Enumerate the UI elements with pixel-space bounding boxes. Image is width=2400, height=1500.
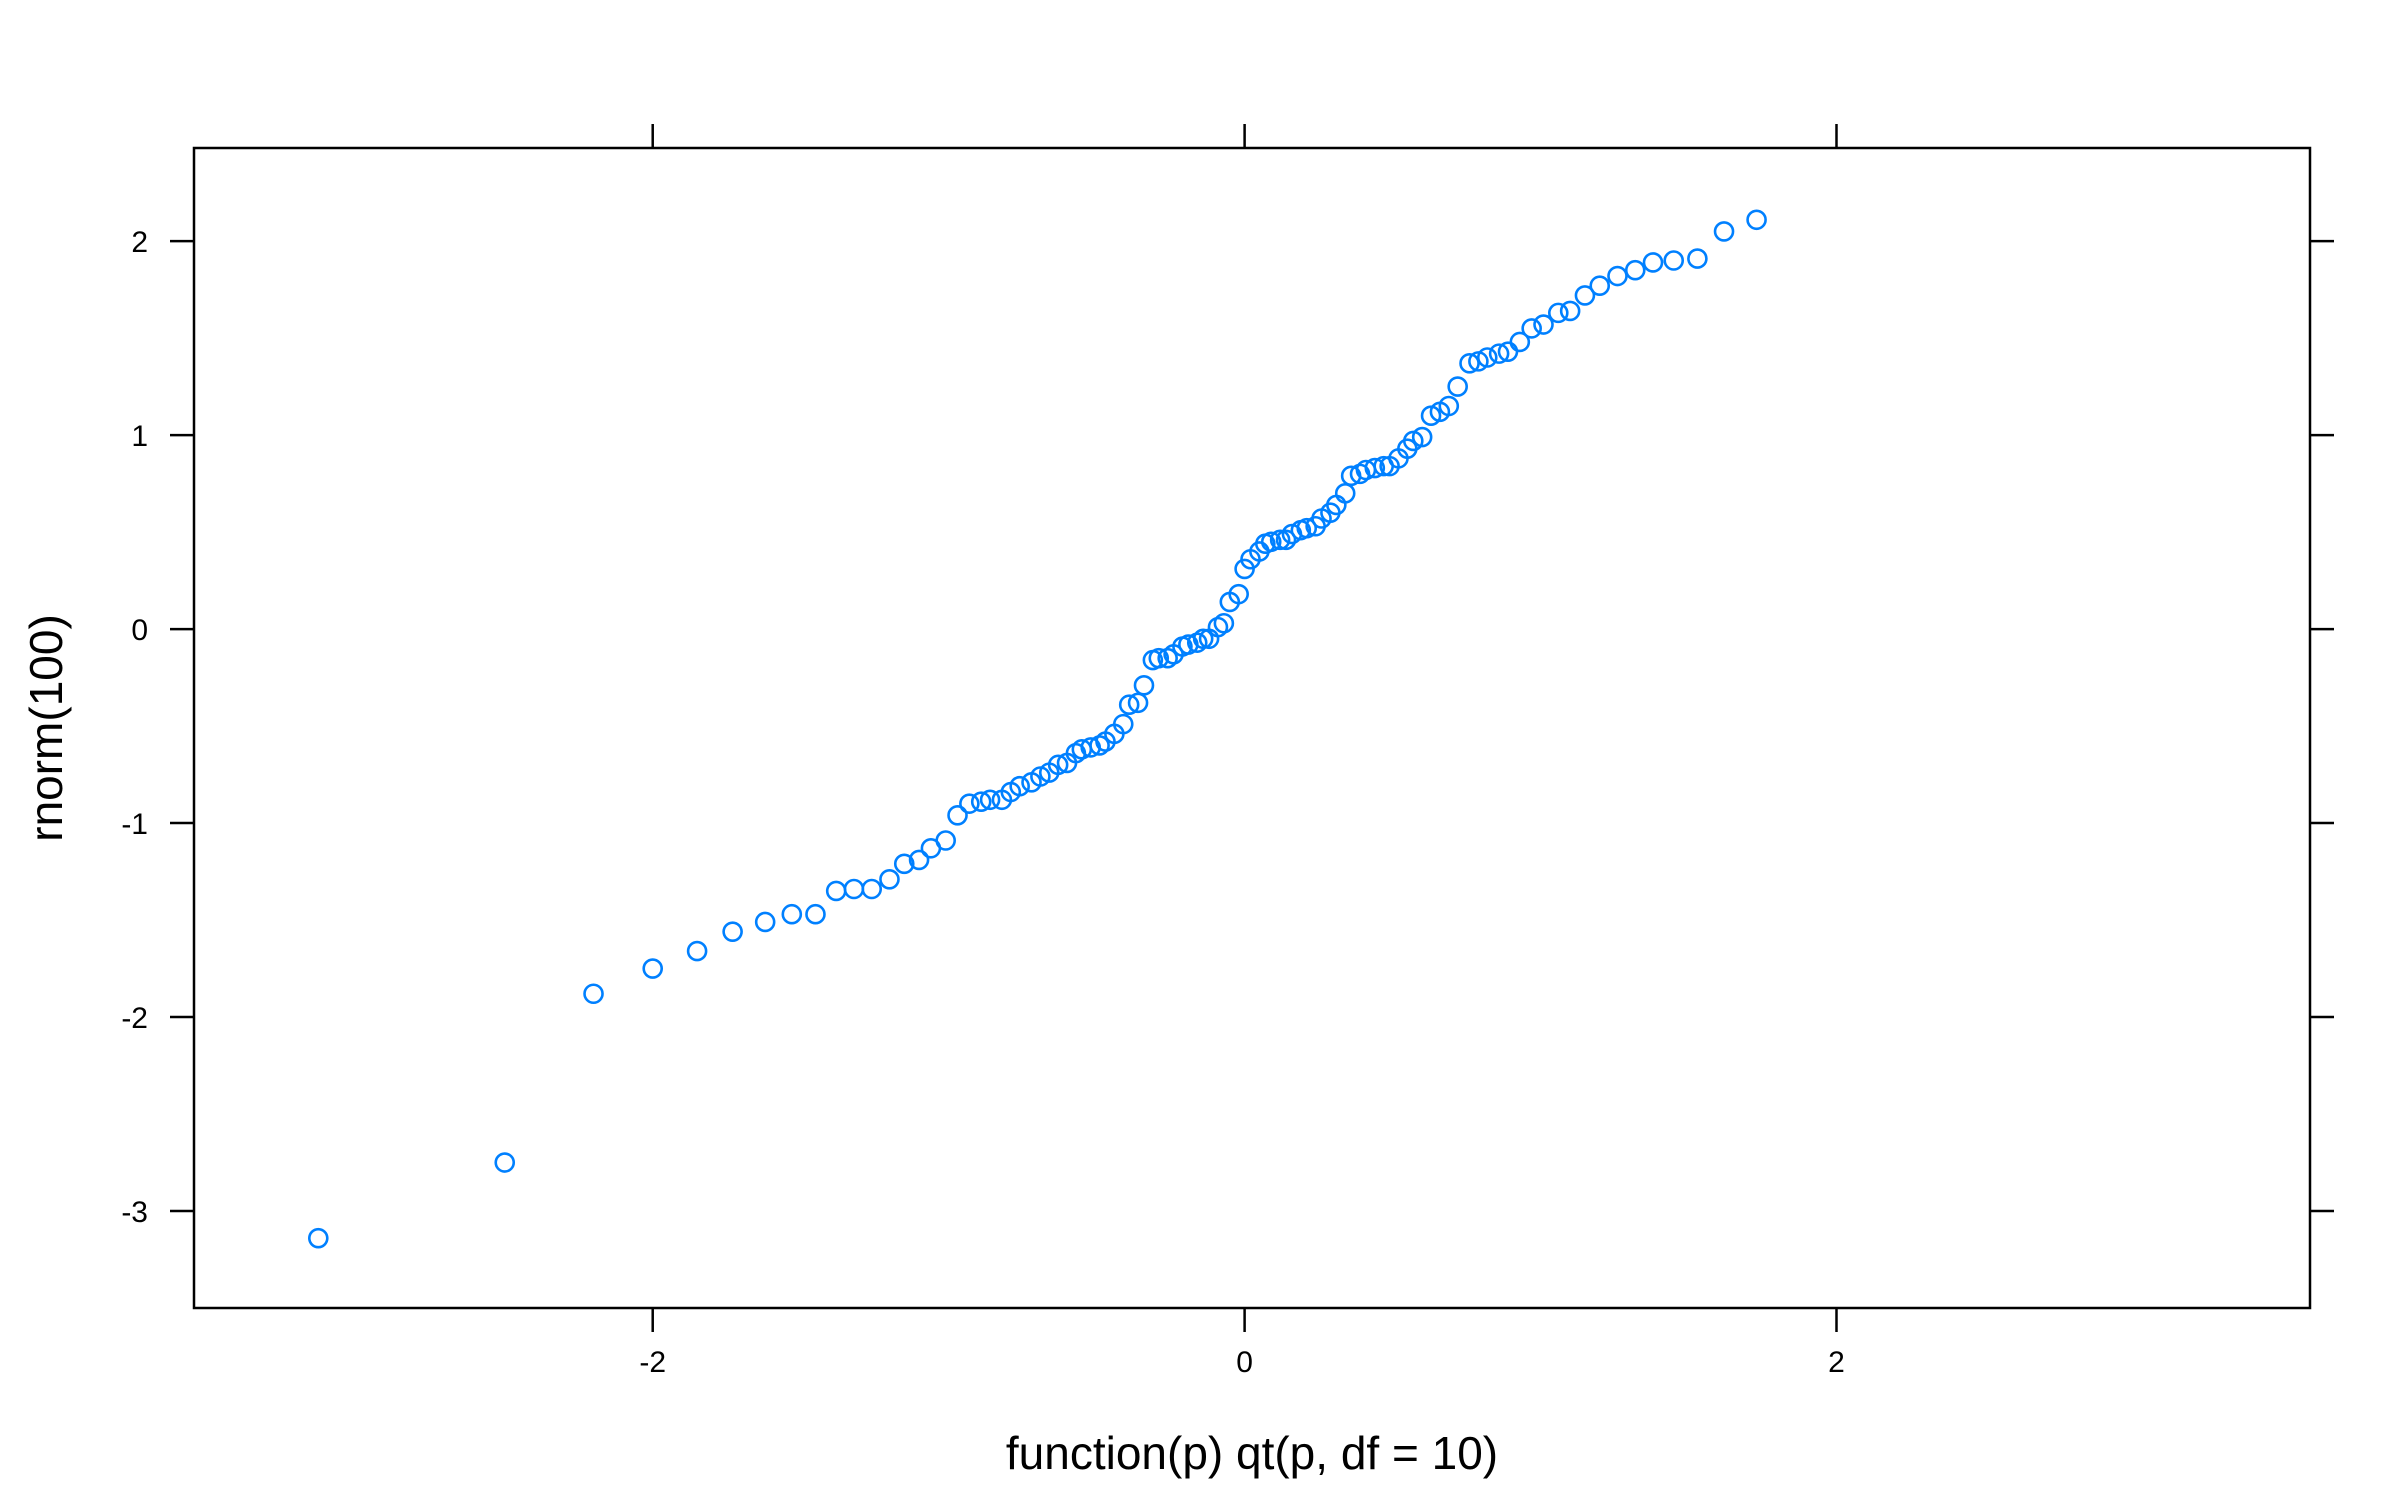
y-tick-label: 0 — [131, 614, 148, 647]
data-point — [1642, 252, 1664, 273]
data-point — [1260, 531, 1282, 553]
data-point — [686, 940, 708, 962]
plot-frame — [192, 146, 2312, 1310]
data-point — [825, 880, 847, 902]
data-point — [861, 878, 883, 900]
data-point — [1112, 713, 1134, 735]
data-point — [1548, 302, 1569, 324]
x-axis-title: function(p) qt(p, df = 10) — [1006, 1427, 1498, 1479]
data-point — [805, 903, 826, 925]
y-tick-label: -2 — [121, 1002, 148, 1035]
data-point — [1148, 647, 1170, 669]
data-point — [1521, 318, 1542, 339]
data-point — [1047, 754, 1069, 776]
data-point — [642, 958, 664, 979]
data-point — [1589, 275, 1611, 297]
data-point — [1713, 221, 1735, 242]
x-tick-label: -2 — [639, 1346, 666, 1379]
data-point — [1009, 775, 1030, 797]
data-point — [979, 789, 1001, 811]
data-point — [1118, 694, 1140, 716]
data-point — [1687, 248, 1708, 269]
x-tick-label: 0 — [1236, 1346, 1253, 1379]
data-point — [1269, 529, 1291, 551]
y-tick-label: 2 — [131, 226, 148, 259]
data-point — [1296, 517, 1318, 539]
data-point — [970, 791, 992, 813]
x-tick-label: 2 — [1828, 1346, 1845, 1379]
data-point — [1133, 675, 1155, 696]
data-point — [935, 830, 956, 851]
data-point — [1275, 529, 1297, 551]
axis-ticks — [170, 124, 2334, 1332]
data-point — [843, 878, 865, 900]
data-point — [1447, 376, 1468, 397]
data-point — [1607, 265, 1628, 287]
data-point — [1488, 343, 1510, 364]
data-point — [879, 869, 900, 890]
data-point — [1476, 347, 1498, 368]
data-point — [893, 853, 915, 875]
data-point — [908, 849, 930, 871]
y-tick-label: 1 — [131, 420, 148, 453]
data-point — [494, 1152, 516, 1173]
data-point — [959, 793, 980, 814]
data-point — [1533, 314, 1554, 335]
data-points — [307, 209, 1767, 1249]
data-point — [1746, 209, 1767, 231]
data-point — [1127, 692, 1149, 714]
data-point — [754, 911, 776, 933]
data-point — [781, 903, 803, 925]
data-point — [1574, 285, 1596, 306]
data-point — [583, 983, 604, 1005]
y-tick-label: -1 — [121, 808, 148, 841]
data-point — [1624, 259, 1646, 281]
axis-tick-labels: -2 0 2 -3 -2 -1 0 1 2 — [121, 226, 1845, 1379]
data-point — [1411, 426, 1433, 448]
data-point — [1228, 583, 1249, 605]
data-point — [947, 804, 968, 826]
data-point — [1663, 250, 1685, 271]
y-axis-title: rnorm(100) — [20, 614, 72, 842]
data-point — [1364, 457, 1386, 479]
data-point — [1213, 612, 1235, 634]
data-point — [307, 1227, 329, 1249]
data-point — [1438, 395, 1460, 417]
data-point — [1559, 300, 1581, 322]
data-point — [1192, 628, 1214, 650]
data-point — [722, 921, 743, 942]
y-tick-label: -3 — [121, 1196, 148, 1229]
data-point — [1509, 331, 1531, 353]
data-point — [1459, 353, 1480, 374]
data-point — [1334, 482, 1356, 504]
